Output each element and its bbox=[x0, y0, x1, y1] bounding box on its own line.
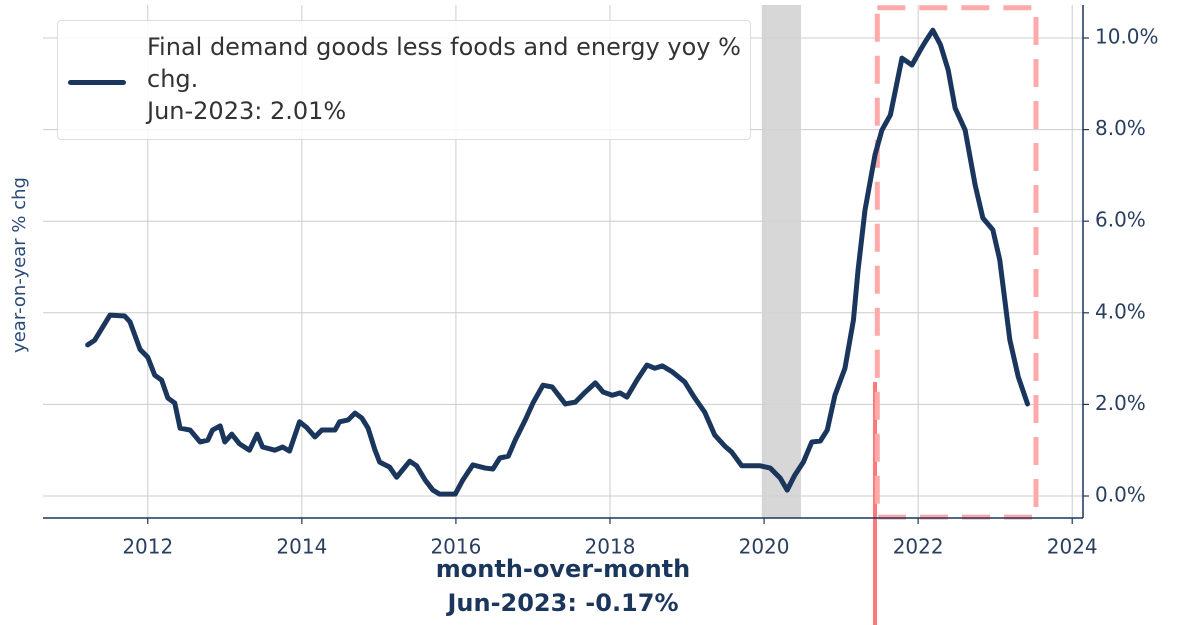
y-tick-label: 0.0% bbox=[1095, 483, 1146, 507]
data-line bbox=[85, 27, 1031, 497]
y-tick-label: 2.0% bbox=[1095, 391, 1146, 415]
x-tick-label: 2018 bbox=[585, 535, 636, 559]
x-tick-label: 2012 bbox=[122, 535, 173, 559]
x-tick-label: 2022 bbox=[893, 535, 944, 559]
legend-text: Final demand goods less foods and energy… bbox=[147, 31, 747, 127]
y-tick-label: 4.0% bbox=[1095, 299, 1146, 323]
y-axis-label: year-on-year % chg bbox=[9, 177, 30, 353]
legend-label: Final demand goods less foods and energy… bbox=[147, 33, 741, 93]
legend: Final demand goods less foods and energy… bbox=[57, 20, 751, 140]
legend-key bbox=[68, 80, 126, 85]
x-tick-label: 2020 bbox=[739, 535, 790, 559]
x-tick-label: 2024 bbox=[1047, 535, 1098, 559]
y-tick-label: 8.0% bbox=[1095, 116, 1146, 140]
recession-band bbox=[761, 5, 802, 518]
x-tick-label: 2014 bbox=[276, 535, 327, 559]
highlight-box bbox=[874, 5, 1039, 520]
x-tick-label: 2016 bbox=[430, 535, 481, 559]
annotation-note: Jun-2023: -0.17% bbox=[445, 589, 678, 617]
y-tick-label: 6.0% bbox=[1095, 208, 1146, 232]
annotation-title: month-over-month bbox=[436, 555, 690, 583]
y-tick-label: 10.0% bbox=[1095, 24, 1159, 48]
legend-note: Jun-2023: 2.01% bbox=[147, 97, 347, 125]
